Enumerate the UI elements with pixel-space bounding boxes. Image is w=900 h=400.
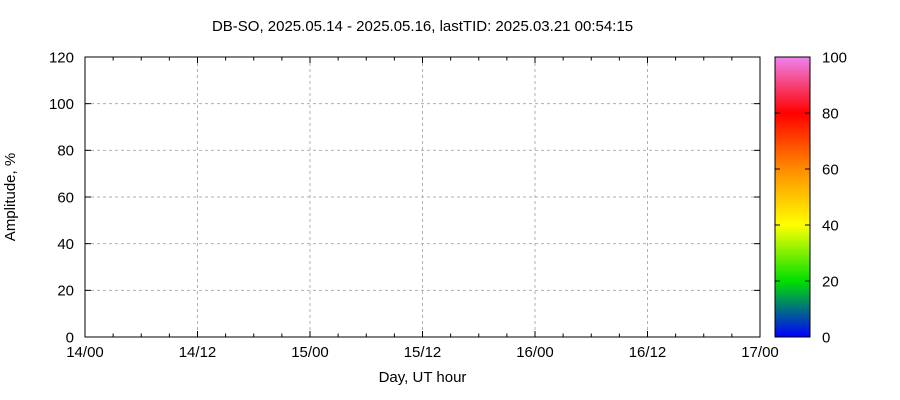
x-tick-label: 16/00	[516, 344, 554, 361]
y-tick-label: 100	[49, 96, 74, 113]
y-tick-label: 80	[57, 143, 74, 160]
colorbar-tick-label: 20	[822, 273, 839, 290]
colorbar-ticks	[775, 112, 810, 282]
x-tick-label: 14/00	[66, 344, 104, 361]
colorbar	[775, 57, 810, 337]
y-tick-label: 60	[57, 189, 74, 206]
y-tick-label: 0	[66, 329, 74, 346]
grid	[85, 57, 760, 337]
colorbar-tick-label: 100	[822, 49, 847, 66]
colorbar-tick-label: 60	[822, 161, 839, 178]
y-tick-label: 120	[49, 49, 74, 66]
y-tick-label: 40	[57, 236, 74, 253]
colorbar-tick-label: 0	[822, 329, 830, 346]
x-tick-label: 16/12	[629, 344, 667, 361]
colorbar-border	[774, 56, 811, 338]
y-axis-label: Amplitude, %	[2, 153, 19, 241]
x-tick-label: 15/00	[291, 344, 329, 361]
y-tick-label: 20	[57, 283, 74, 300]
chart-title: DB-SO, 2025.05.14 - 2025.05.16, lastTID:…	[212, 18, 633, 35]
x-tick-label: 15/12	[404, 344, 442, 361]
x-tick-label: 17/00	[741, 344, 779, 361]
colorbar-tick-label: 80	[822, 105, 839, 122]
axis-ticks	[84, 56, 761, 338]
colorbar-tick-label: 40	[822, 217, 839, 234]
x-axis-label: Day, UT hour	[379, 369, 467, 386]
x-tick-label: 14/12	[179, 344, 217, 361]
